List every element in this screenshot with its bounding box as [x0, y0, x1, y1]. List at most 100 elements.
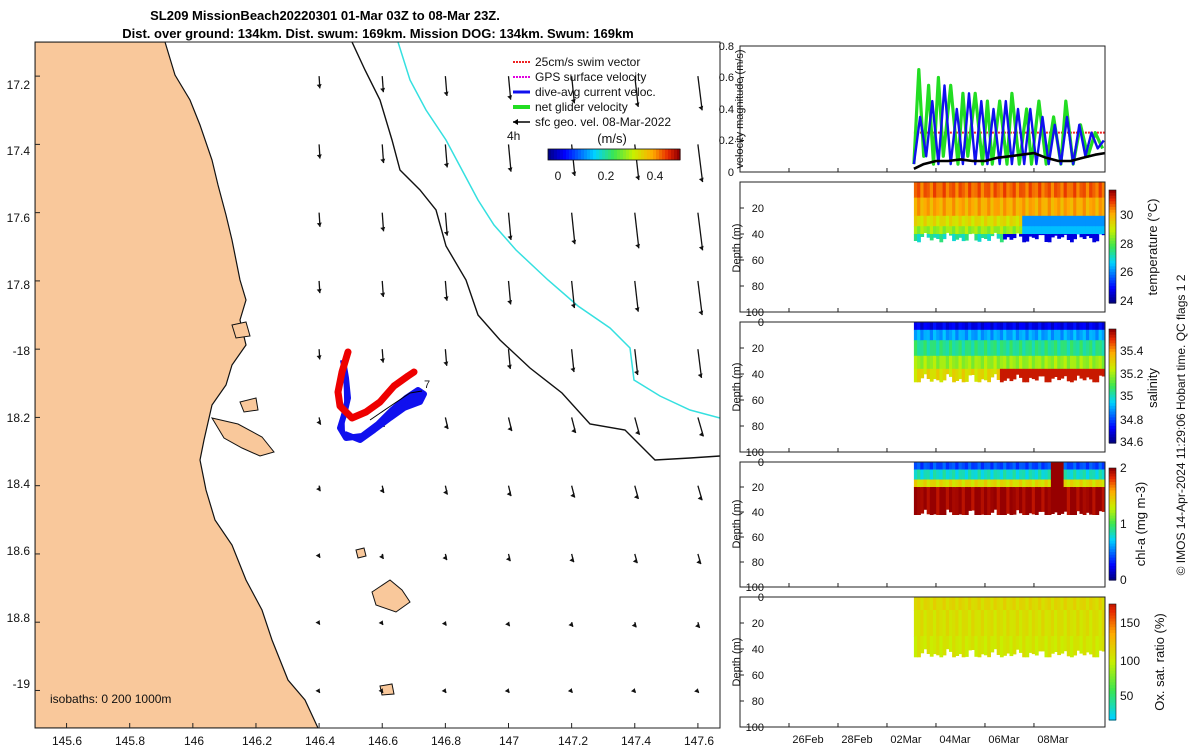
colorbar-cell — [1109, 383, 1116, 387]
section-cell — [993, 340, 998, 357]
section-cell — [945, 610, 950, 637]
geo-vector-head — [634, 307, 640, 312]
section-cell — [1025, 469, 1030, 480]
section-cell — [1012, 597, 1017, 611]
section-cell — [1054, 234, 1058, 236]
section-cell — [1054, 368, 1058, 377]
section-cell — [1101, 322, 1105, 331]
salinity-depth-tick: 100 — [746, 447, 764, 459]
section-cell — [958, 322, 963, 331]
colorbar-cell — [1109, 212, 1116, 216]
velocity-panel: 0 0.2 0.4 0.6 0.8 velocity magnitude (m/… — [719, 41, 1106, 179]
section-cell — [913, 487, 918, 515]
section-cell — [999, 636, 1004, 658]
chla-cbar-label: chl-a (mg m-3) — [1133, 482, 1148, 567]
section-cell — [1044, 636, 1049, 658]
section-cell — [1015, 215, 1020, 227]
section-cell — [990, 355, 995, 370]
section-cell — [990, 597, 995, 611]
oxygen-cbar-label: Ox. sat. ratio (%) — [1152, 613, 1167, 711]
section-cell — [1085, 610, 1090, 637]
section-cell — [923, 226, 928, 233]
speed-colorbar-tick: 0.4 — [647, 169, 664, 183]
temperature-depth-tick: 60 — [752, 255, 764, 267]
colorbar-cell — [1109, 391, 1116, 396]
colorbar-cell — [1109, 252, 1116, 256]
section-cell — [1092, 340, 1097, 357]
map-x-tick-label: 147.4 — [621, 734, 651, 748]
speed-colorbar-cell — [632, 149, 636, 160]
geo-vector-head — [570, 367, 576, 373]
colorbar-cell — [1109, 397, 1116, 401]
colorbar-cell — [1109, 571, 1116, 575]
colorbar-cell — [1109, 664, 1116, 669]
section-cell — [949, 182, 953, 199]
section-cell — [917, 479, 921, 488]
section-cell — [1022, 597, 1026, 611]
section-cell — [1041, 462, 1046, 470]
section-cell — [1031, 487, 1036, 515]
section-cell — [964, 182, 969, 199]
section-cell — [929, 182, 934, 199]
section-cell — [961, 234, 966, 242]
section-cell — [1041, 368, 1046, 377]
colorbar-cell — [1109, 288, 1116, 293]
section-cell — [977, 597, 982, 611]
colorbar-cell — [1109, 368, 1116, 373]
section-cell — [913, 234, 918, 241]
colorbar-cell — [1109, 360, 1116, 364]
section-cell — [936, 329, 940, 341]
section-cell — [1006, 197, 1011, 217]
geo-vector-head — [380, 87, 386, 93]
section-cell — [949, 597, 953, 611]
geo-vector-head — [378, 688, 383, 694]
section-cell — [1019, 479, 1023, 488]
section-cell — [949, 462, 953, 470]
section-cell — [1079, 182, 1084, 199]
section-cell — [1092, 234, 1097, 243]
speed-colorbar-cell — [584, 149, 588, 160]
section-cell — [952, 469, 956, 480]
section-cell — [961, 636, 966, 658]
colorbar-cell — [1109, 229, 1116, 233]
section-cell — [968, 610, 972, 637]
colorbar-cell — [1109, 670, 1116, 675]
speed-colorbar-cell — [548, 149, 552, 160]
section-cell — [917, 322, 921, 331]
section-cell — [1070, 182, 1074, 199]
section-cell — [1063, 469, 1068, 480]
section-cell — [1047, 597, 1052, 611]
section-cell — [942, 636, 947, 656]
section-cell — [1012, 234, 1017, 239]
glider-track: 7 — [334, 348, 430, 443]
section-cell — [1066, 469, 1071, 480]
velocity-line-sfc — [913, 151, 1105, 170]
section-cell — [1022, 234, 1026, 243]
section-cell — [971, 329, 975, 341]
colorbar-cell — [1109, 420, 1116, 424]
section-cell — [987, 197, 991, 217]
section-cell — [949, 355, 953, 370]
section-cell — [955, 479, 960, 488]
section-cell — [923, 462, 928, 470]
colorbar-cell — [1109, 685, 1116, 689]
section-cell — [913, 340, 918, 357]
section-cell — [958, 182, 963, 199]
section-cell — [1098, 215, 1103, 227]
geo-vector-head — [379, 554, 384, 560]
section-cell — [1019, 368, 1023, 378]
speed-colorbar-frame — [547, 148, 681, 161]
section-cell — [939, 182, 944, 199]
section-cell — [1015, 487, 1020, 511]
section-cell — [980, 329, 985, 341]
section-cell — [913, 322, 918, 331]
section-cell — [936, 462, 940, 470]
geo-vector-head — [315, 688, 320, 694]
colorbar-cell — [1109, 635, 1116, 640]
section-cell — [929, 197, 934, 217]
map-x-tick-label: 147.2 — [558, 734, 588, 748]
temperature-depth-tick: 40 — [752, 229, 764, 241]
section-cell — [1050, 226, 1055, 235]
section-cell — [1015, 597, 1020, 611]
section-cell — [1054, 215, 1058, 227]
